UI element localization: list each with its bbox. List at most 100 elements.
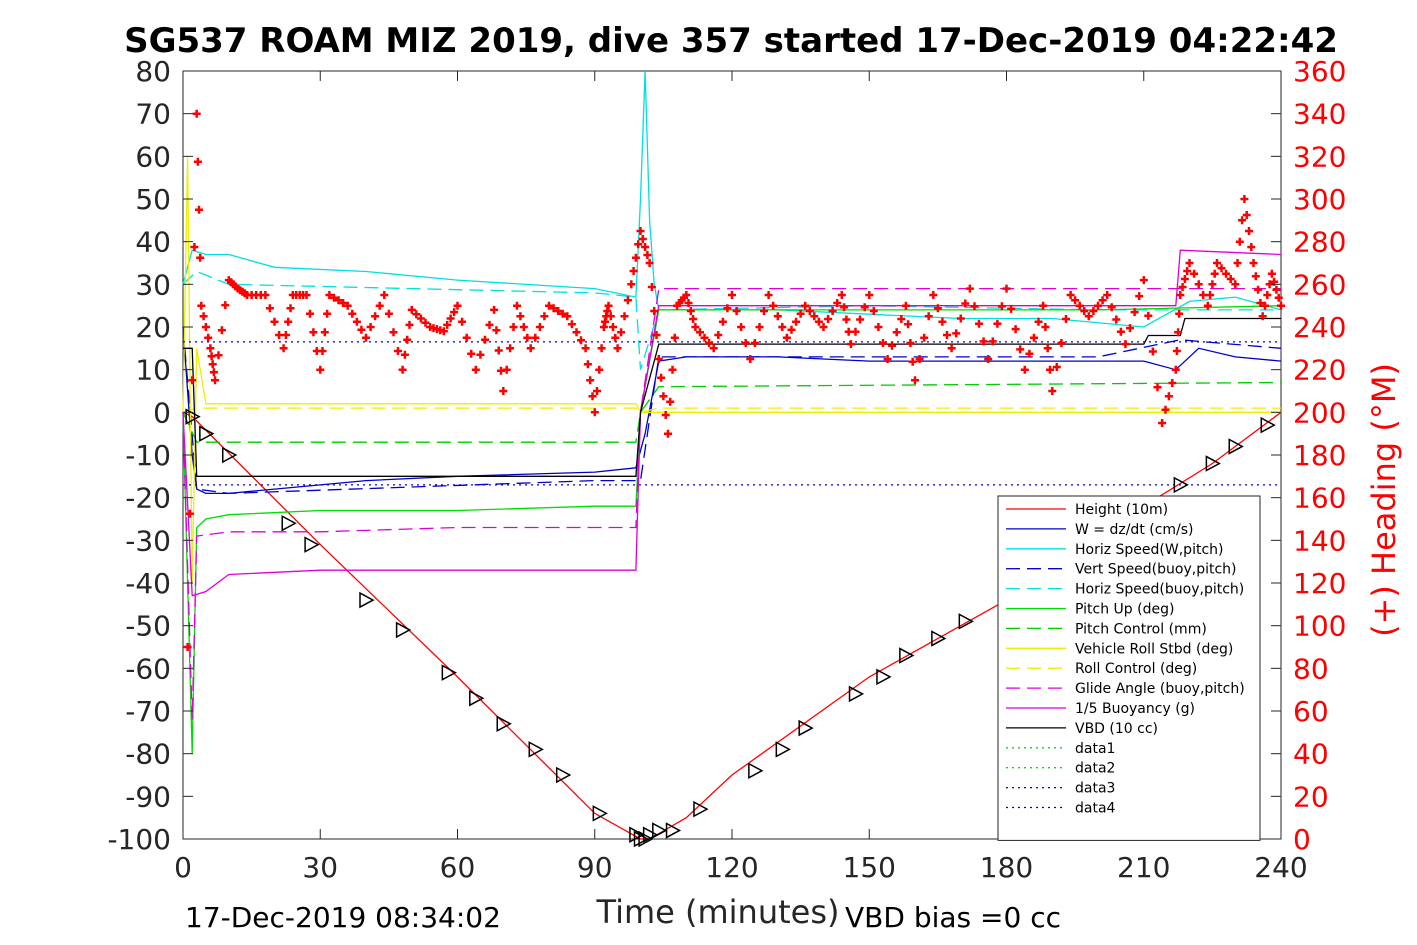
heading-point-259 — [1094, 301, 1102, 310]
heading-point-68 — [394, 347, 402, 355]
heading-point-3 — [188, 376, 197, 385]
y-tick-label: 30 — [135, 268, 171, 301]
heading-point-69 — [398, 365, 407, 374]
heading-point-14 — [207, 352, 216, 361]
heading-point-57 — [343, 301, 352, 310]
heading-point-55 — [334, 296, 343, 305]
heading-point-70 — [400, 350, 409, 359]
heading-point-121 — [590, 408, 599, 417]
heading-point-90 — [476, 350, 485, 359]
legend-entry-7: Pitch Control (mm) — [1075, 621, 1207, 637]
heading-point-294 — [1217, 264, 1226, 273]
heading-point-250 — [1052, 363, 1061, 371]
dive-marker-layer — [185, 408, 1276, 848]
dive-marker-3 — [222, 446, 238, 464]
heading-point-20 — [221, 301, 230, 310]
heading-point-82 — [443, 320, 452, 329]
dive-marker-6 — [359, 591, 375, 609]
heading-point-142 — [638, 235, 647, 243]
heading-point-284 — [1183, 267, 1192, 275]
heading-point-149 — [654, 355, 663, 363]
heading-point-1 — [183, 643, 192, 651]
legend-entry-4: Vert Speed(buoy,pitch) — [1075, 562, 1237, 578]
heading-point-252 — [1062, 315, 1070, 323]
heading-point-114 — [567, 320, 576, 329]
heading-point-169 — [709, 344, 718, 353]
heading-point-238 — [1007, 304, 1016, 313]
dive-marker-10 — [496, 715, 512, 733]
heading-point-303 — [1245, 227, 1253, 235]
heading-point-179 — [755, 323, 764, 331]
heading-point-59 — [352, 317, 361, 326]
legend-entry-3: Horiz Speed(W,pitch) — [1075, 542, 1223, 558]
heading-point-74 — [412, 310, 421, 319]
y-tick-label: 70 — [135, 98, 171, 131]
y-right-tick-label: 360 — [1293, 55, 1346, 88]
heading-point-273 — [1158, 419, 1167, 427]
dive-marker-25 — [876, 668, 892, 686]
heading-point-93 — [490, 305, 499, 314]
heading-point-213 — [901, 301, 910, 310]
dive-marker-28 — [958, 613, 974, 630]
heading-point-111 — [554, 307, 563, 315]
heading-point-17 — [211, 376, 219, 385]
heading-point-274 — [1161, 405, 1170, 414]
heading-point-183 — [773, 312, 782, 321]
x-tick-label: 120 — [705, 851, 758, 884]
heading-point-50 — [318, 347, 327, 355]
heading-point-216 — [908, 357, 917, 366]
heading-point-281 — [1176, 291, 1185, 299]
heading-point-64 — [375, 301, 384, 310]
heading-point-113 — [563, 312, 572, 321]
dive-marker-33 — [1260, 416, 1276, 434]
heading-point-5 — [192, 109, 201, 118]
heading-point-13 — [206, 344, 215, 353]
heading-point-58 — [348, 309, 357, 318]
heading-point-262 — [1107, 303, 1116, 312]
heading-point-56 — [339, 299, 348, 307]
y-tick-label: 0 — [153, 396, 171, 429]
heading-point-270 — [1144, 311, 1153, 320]
series-line-4 — [182, 326, 1282, 495]
heading-point-269 — [1139, 276, 1148, 285]
heading-point-112 — [558, 309, 567, 318]
heading-point-268 — [1135, 292, 1144, 301]
heading-point-229 — [965, 284, 974, 293]
dive-marker-11 — [528, 741, 544, 758]
y-tick-label: 20 — [135, 311, 171, 344]
heading-point-163 — [686, 307, 695, 315]
heading-point-87 — [462, 333, 471, 342]
heading-point-141 — [636, 227, 645, 235]
heading-point-188 — [796, 309, 805, 318]
heading-point-260 — [1098, 296, 1107, 305]
heading-point-47 — [309, 328, 318, 337]
heading-point-117 — [581, 344, 590, 353]
heading-point-231 — [975, 319, 983, 328]
heading-point-241 — [1020, 365, 1029, 374]
heading-point-118 — [583, 360, 592, 369]
heading-point-91 — [481, 335, 489, 344]
heading-point-173 — [728, 291, 736, 299]
heading-point-177 — [746, 355, 755, 363]
heading-point-119 — [586, 376, 595, 385]
x-tick-label: 90 — [577, 851, 613, 884]
heading-point-130 — [606, 312, 615, 321]
legend-entry-1: Height (10m) — [1075, 502, 1168, 518]
heading-point-227 — [956, 314, 965, 323]
heading-point-236 — [997, 302, 1006, 311]
heading-point-283 — [1180, 275, 1189, 283]
heading-point-307 — [1254, 285, 1263, 294]
heading-point-275 — [1164, 392, 1173, 401]
y-right-tick-label: 80 — [1293, 652, 1329, 685]
heading-point-178 — [750, 339, 759, 347]
heading-point-62 — [366, 323, 375, 331]
heading-point-317 — [1277, 301, 1285, 310]
dive-marker-14 — [629, 826, 645, 843]
heading-point-266 — [1126, 324, 1134, 333]
heading-point-109 — [545, 301, 553, 310]
heading-point-247 — [1043, 344, 1052, 353]
legend-entry-10: Glide Angle (buoy,pitch) — [1075, 681, 1245, 697]
heading-point-123 — [595, 365, 604, 374]
heading-point-290 — [1206, 291, 1215, 299]
heading-point-316 — [1274, 293, 1283, 302]
